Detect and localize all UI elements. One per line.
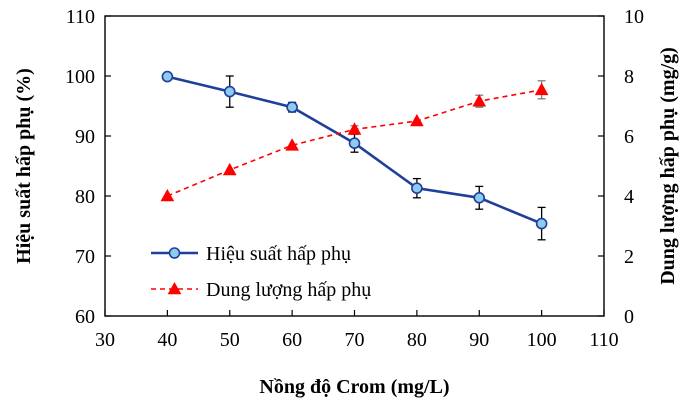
legend-label: Hiệu suất hấp phụ (206, 243, 351, 265)
x-tick-label: 70 (345, 329, 365, 351)
data-point (534, 82, 549, 96)
data-point (472, 94, 487, 107)
legend-marker (168, 247, 181, 259)
plot-frame (104, 15, 605, 317)
y-tick-label: 70 (75, 246, 95, 268)
data-point (223, 85, 236, 98)
series-layer (160, 70, 549, 241)
y-tick-label: 90 (75, 126, 95, 148)
data-point (161, 70, 174, 83)
y2-tick-label: 4 (624, 186, 634, 208)
data-point (160, 188, 175, 202)
data-point (285, 138, 299, 151)
y-tick-label: 60 (75, 306, 95, 328)
data-point (286, 101, 298, 113)
x-tick-label: 50 (220, 329, 240, 351)
data-point (411, 182, 423, 194)
y2-tick-label: 2 (624, 246, 634, 268)
legend-item: Hiệu suất hấp phụ (151, 243, 351, 265)
data-point (348, 137, 361, 149)
x-tick-label: 90 (469, 329, 489, 351)
y-axis-title: Hiệu suất hấp phụ (%) (13, 68, 35, 264)
x-tick-label: 100 (527, 329, 557, 351)
x-tick-label: 80 (407, 329, 427, 351)
y2-tick-label: 0 (624, 306, 634, 328)
legend-marker (167, 281, 182, 295)
data-point (473, 192, 486, 204)
legend-label: Dung lượng hấp phụ (206, 279, 371, 301)
y-tick-label: 80 (75, 186, 95, 208)
y2-tick-label: 8 (624, 66, 634, 88)
y-tick-label: 100 (65, 66, 95, 88)
data-point (222, 162, 237, 176)
y2-axis-title: Dung lượng hấp phụ (mg/g) (657, 47, 679, 285)
series-hieu-suat (161, 70, 548, 241)
data-point (347, 122, 362, 135)
data-point (535, 217, 548, 230)
y2-tick-label: 6 (624, 126, 634, 148)
x-tick-label: 30 (95, 329, 115, 351)
legend: Hiệu suất hấp phụ Dung lượng hấp phụ (151, 243, 371, 301)
legend-item: Dung lượng hấp phụ (151, 279, 371, 301)
series-dung-luong (160, 80, 549, 202)
x-axis-title: Nồng độ Crom (mg/L) (259, 376, 449, 398)
x-tick-label: 110 (589, 329, 618, 351)
axis-ticks: 30 40 50 60 70 80 90 100 110 60 70 80 90 100 110 0 2 4 6 8 1… (65, 6, 644, 351)
x-tick-label: 60 (282, 329, 302, 351)
y-tick-label: 110 (66, 6, 95, 28)
data-point (410, 113, 424, 127)
plot-border (104, 15, 605, 317)
y2-tick-label: 10 (624, 6, 644, 28)
x-tick-label: 40 (157, 329, 177, 351)
